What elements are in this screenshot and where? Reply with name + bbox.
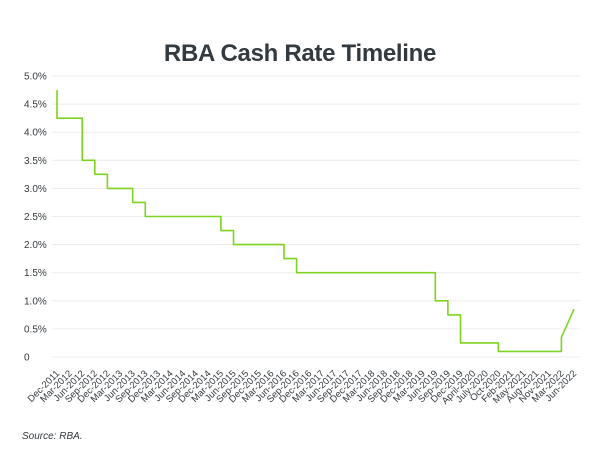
y-tick-label: 4.0% xyxy=(24,128,47,139)
y-tick-label: 3.0% xyxy=(24,184,47,195)
y-axis-tick-labels: 5.0% 4.5% 4.0% 3.5% 3.0% 2.5% 2.0% 1.5% 1.0% 0.5%… xyxy=(24,72,47,364)
chart-title: RBA Cash Rate Timeline xyxy=(163,40,437,67)
gridlines xyxy=(52,75,580,358)
y-tick-label: 2.5% xyxy=(24,212,47,223)
source-note: Source: RBA. xyxy=(22,431,83,442)
y-tick-label: 0.5% xyxy=(24,324,47,335)
y-tick-label: 5.0% xyxy=(24,72,47,83)
y-tick-label: 1.5% xyxy=(24,268,47,279)
y-tick-label: 1.0% xyxy=(24,296,47,307)
y-tick-label: 0 xyxy=(24,353,30,364)
y-tick-label: 3.5% xyxy=(24,156,47,167)
series-layer xyxy=(56,90,575,353)
cash-rate-line xyxy=(56,90,575,353)
x-axis-tick-labels: Dec-2011Mar-2012Jun-2012Sep-2012Dec-2012… xyxy=(26,368,579,406)
y-tick-label: 4.5% xyxy=(24,100,47,111)
y-tick-label: 2.0% xyxy=(24,240,47,251)
